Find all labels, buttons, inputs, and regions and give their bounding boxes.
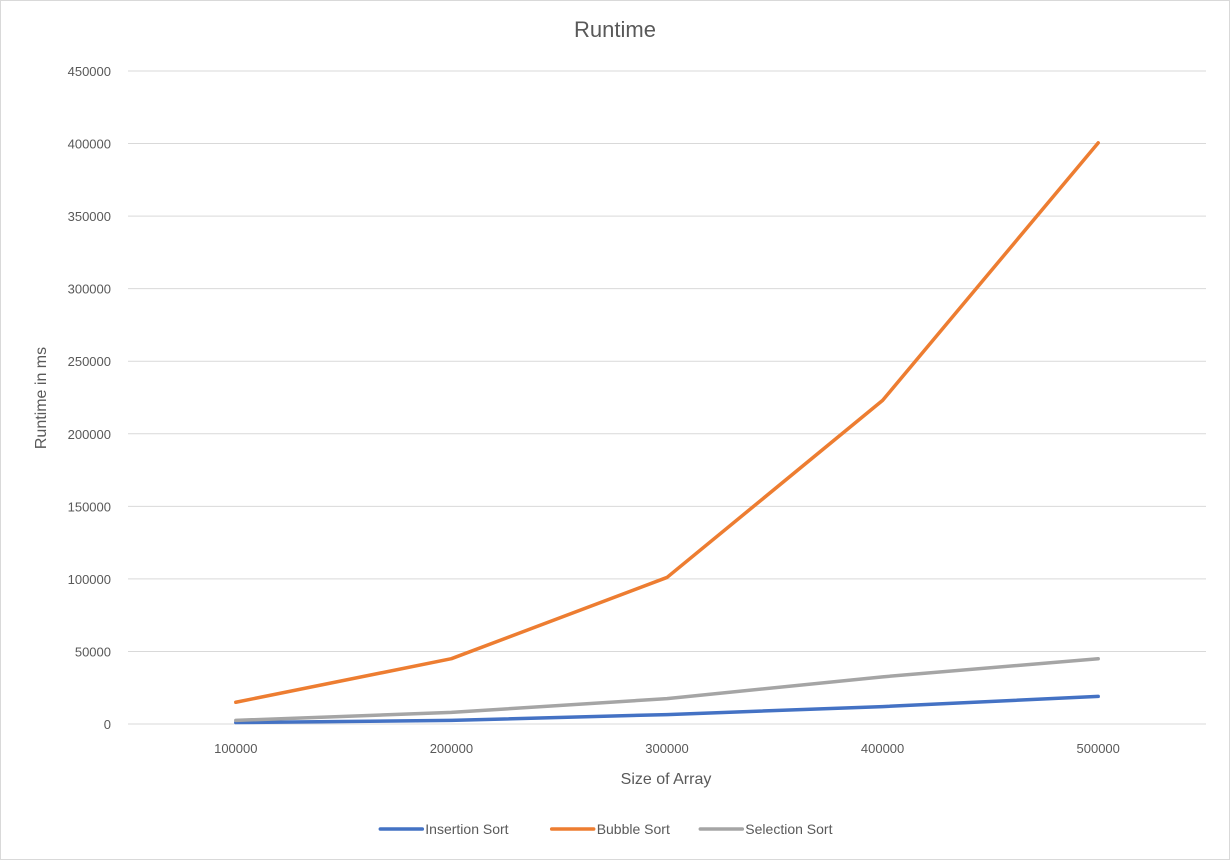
y-tick-label: 100000	[68, 572, 111, 587]
y-tick-label: 400000	[68, 137, 111, 152]
y-tick-label: 350000	[68, 209, 111, 224]
x-tick-label: 400000	[861, 741, 904, 756]
x-axis-label: Size of Array	[621, 771, 712, 788]
x-axis-ticks: 100000 200000 300000 400000 500000	[214, 741, 1120, 756]
gridlines	[128, 70, 1206, 725]
x-tick-label: 500000	[1077, 741, 1120, 756]
series-line-selection-sort	[234, 656, 1100, 723]
y-tick-label: 150000	[68, 499, 111, 514]
series-line-insertion-sort	[234, 694, 1100, 725]
series-line-bubble-sort	[234, 141, 1100, 704]
y-axis-label: Runtime in ms	[33, 347, 50, 449]
x-tick-label: 200000	[430, 741, 473, 756]
y-tick-label: 250000	[68, 354, 111, 369]
chart-title: Runtime	[574, 17, 656, 42]
y-tick-label: 0	[104, 717, 111, 732]
legend-label-insertion-sort: Insertion Sort	[425, 821, 508, 837]
legend-label-selection-sort: Selection Sort	[745, 821, 832, 837]
y-tick-label: 450000	[68, 64, 111, 79]
legend: Insertion Sort Bubble Sort Selection Sort	[378, 821, 833, 837]
y-tick-label: 300000	[68, 282, 111, 297]
y-tick-label: 200000	[68, 427, 111, 442]
series-lines	[234, 141, 1100, 725]
legend-label-bubble-sort: Bubble Sort	[597, 821, 670, 837]
x-tick-label: 300000	[645, 741, 688, 756]
x-tick-label: 100000	[214, 741, 257, 756]
y-tick-label: 50000	[75, 644, 111, 659]
y-axis-ticks: 0 50000 100000 150000 200000 250000 300000 3500…	[68, 64, 111, 732]
